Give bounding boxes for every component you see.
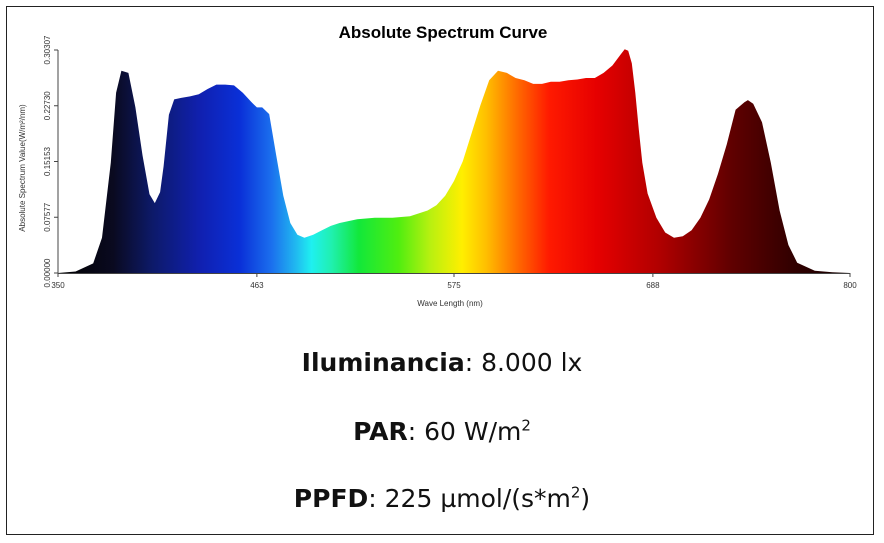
chart-title: Absolute Spectrum Curve xyxy=(339,23,548,42)
illuminance-line: Iluminancia: 8.000 lx xyxy=(301,348,583,377)
spectrum-area-series-0 xyxy=(58,49,850,273)
par-label: PAR xyxy=(353,417,408,446)
y-tick-label: 0.22730 xyxy=(43,91,52,120)
y-axis-label: Absolute Spectrum Value(W/m²/nm) xyxy=(18,104,27,232)
par-value: 60 W/m xyxy=(424,417,522,446)
ppfd-unit-suffix: ) xyxy=(580,484,591,513)
x-tick-label: 800 xyxy=(843,281,857,290)
axes: 350 463 575 688 800 0.00000 0.07577 0.15153 0.22… xyxy=(43,35,857,290)
x-axis-label: Wave Length (nm) xyxy=(417,299,483,308)
par-unit-exponent: 2 xyxy=(521,416,531,435)
y-tick-label: 0.30307 xyxy=(43,35,52,64)
ppfd-line: PPFD: 225 µmol/(s*m2) xyxy=(293,483,591,513)
plot-area xyxy=(58,49,850,273)
x-tick-label: 575 xyxy=(447,281,461,290)
spectrum-chart: Absolute Spectrum Curve Absolute Spectru… xyxy=(18,23,857,308)
x-tick-label: 350 xyxy=(51,281,65,290)
y-tick-label: 0.00000 xyxy=(43,258,52,287)
illuminance-label: Iluminancia xyxy=(301,348,465,377)
illuminance-value: 8.000 lx xyxy=(481,348,583,377)
ppfd-unit-exponent: 2 xyxy=(570,483,581,502)
y-tick-label: 0.15153 xyxy=(43,146,52,175)
y-tick-label: 0.07577 xyxy=(43,202,52,231)
x-tick-label: 463 xyxy=(250,281,264,290)
par-line: PAR: 60 W/m2 xyxy=(353,416,531,446)
ppfd-value: 225 µmol/(s*m xyxy=(384,484,571,513)
x-tick-label: 688 xyxy=(646,281,660,290)
ppfd-label: PPFD xyxy=(293,484,369,513)
